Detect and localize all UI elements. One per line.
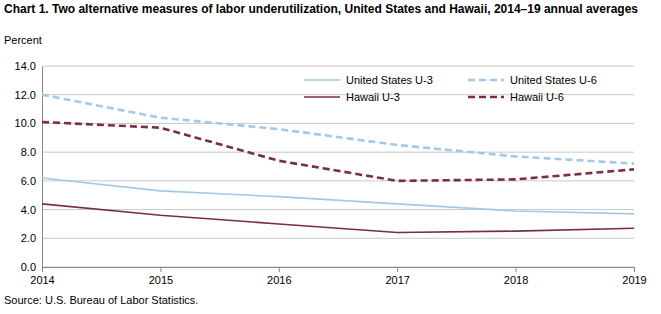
- legend-swatch: [304, 79, 340, 81]
- y-axis: 0.0 2.0 4.0 6.0 8.0 10.0 12.0 14.0: [15, 60, 43, 273]
- x-tick-label: 2014: [30, 274, 54, 286]
- x-tick-mark: [516, 267, 517, 272]
- y-tick-label: 2.0: [21, 232, 36, 244]
- x-tick: 2014: [30, 267, 54, 286]
- x-tick: 2016: [267, 267, 291, 286]
- x-tick-mark: [279, 267, 280, 272]
- y-tick: 0.0: [21, 261, 42, 273]
- grid-line: [42, 238, 634, 239]
- y-tick: 4.0: [21, 204, 42, 216]
- title: Chart 1. Two alternative measures of lab…: [4, 2, 638, 16]
- plot-area: [42, 95, 634, 233]
- y-tick: 12.0: [15, 89, 42, 101]
- y-axis-title: Percent: [4, 34, 42, 46]
- x-tick-label: 2017: [385, 274, 409, 286]
- x-tick-label: 2019: [622, 274, 646, 286]
- x-tick-label: 2016: [267, 274, 291, 286]
- y-tick-label: 6.0: [21, 175, 36, 187]
- y-tick-label: 14.0: [15, 60, 36, 72]
- y-tick-label: 10.0: [15, 117, 36, 129]
- series-line: [42, 95, 634, 164]
- y-tick: 2.0: [21, 232, 42, 244]
- x-tick-mark: [634, 267, 635, 272]
- y-axis-line: [42, 67, 43, 268]
- series-line: [42, 178, 634, 214]
- grid-line: [42, 66, 634, 67]
- legend-label: Hawaii U-3: [346, 91, 400, 103]
- series-line: [42, 122, 634, 181]
- y-tick-label: 8.0: [21, 146, 36, 158]
- legend-label: Hawaii U-6: [510, 91, 564, 103]
- legend-swatch: [468, 79, 504, 82]
- x-tick: 2018: [504, 267, 528, 286]
- x-tick: 2017: [385, 267, 409, 286]
- y-tick-label: 12.0: [15, 89, 36, 101]
- y-tick-label: 4.0: [21, 204, 36, 216]
- x-tick-mark: [397, 267, 398, 272]
- legend-swatch: [468, 96, 504, 99]
- y-tick: 8.0: [21, 146, 42, 158]
- source-note: Source: U.S. Bureau of Labor Statistics.: [4, 294, 198, 306]
- x-axis-line: [43, 268, 635, 273]
- grid: [42, 66, 634, 267]
- y-tick-label: 0.0: [21, 261, 36, 273]
- grid-line: [42, 123, 634, 124]
- grid-line: [42, 209, 634, 210]
- series-line: [42, 204, 634, 233]
- x-tick-label: 2015: [149, 274, 173, 286]
- x-tick-label: 2018: [504, 274, 528, 286]
- y-tick: 10.0: [15, 117, 42, 129]
- y-tick: 14.0: [15, 60, 42, 72]
- legend-label: United States U-6: [510, 74, 597, 86]
- chart: Chart 1. Two alternative measures of lab…: [0, 0, 661, 314]
- x-tick: 2015: [149, 267, 173, 286]
- grid-line: [42, 152, 634, 153]
- x-tick-mark: [42, 267, 43, 272]
- y-tick: 6.0: [21, 175, 42, 187]
- x-axis: 2014 2015 2016 2017 2018 2019: [30, 267, 646, 286]
- legend-label: United States U-3: [346, 74, 433, 86]
- grid-line: [42, 180, 634, 181]
- legend: United States U-3 United States U-6 Hawaii…: [304, 74, 597, 103]
- legend-swatch: [304, 96, 340, 98]
- x-tick: 2019: [622, 267, 646, 286]
- x-tick-mark: [160, 267, 161, 272]
